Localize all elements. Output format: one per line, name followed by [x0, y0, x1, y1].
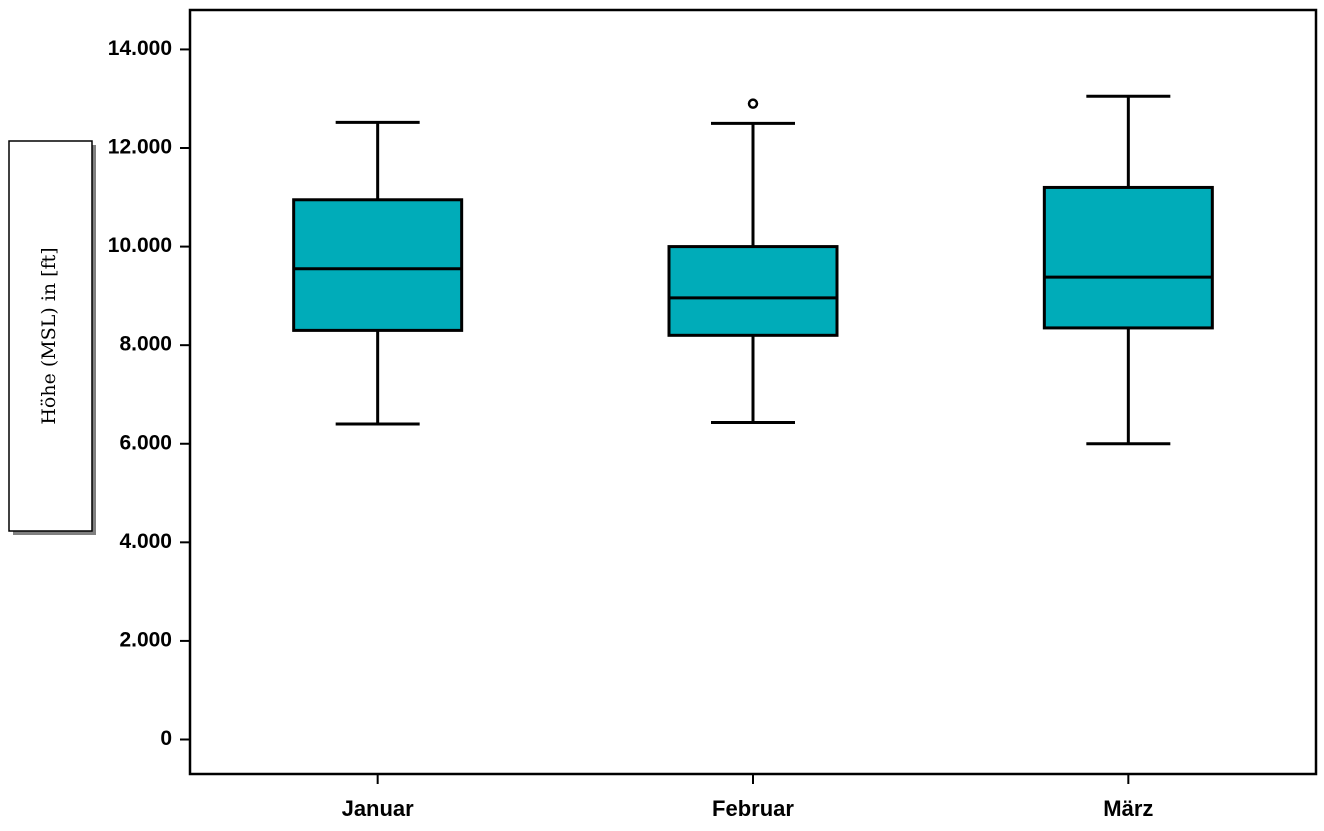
- x-category-label: Februar: [712, 796, 794, 821]
- box-märz: [1042, 94, 1214, 446]
- x-category-label: März: [1103, 796, 1153, 821]
- boxes: [292, 94, 1214, 446]
- y-axis-label-frame: [8, 140, 93, 532]
- y-axis-label-box: Höhe (MSL) in [ft]: [8, 140, 96, 535]
- y-tick-label: 4.000: [119, 530, 172, 553]
- y-tick-label: 10.000: [108, 234, 172, 257]
- y-tick-label: 14.000: [108, 37, 172, 60]
- outlier-point: [747, 98, 759, 109]
- iqr-box: [1042, 185, 1214, 330]
- x-axis: Januar Februar März: [342, 774, 1153, 821]
- y-tick-label: 0: [160, 727, 172, 750]
- iqr-box: [667, 245, 839, 337]
- y-tick-label: 8.000: [119, 333, 172, 356]
- iqr-box: [292, 198, 464, 332]
- y-tick-label: 6.000: [119, 431, 172, 454]
- y-axis-label: Höhe (MSL) in [ft]: [38, 247, 60, 424]
- box-februar: [667, 98, 839, 425]
- box-januar: [292, 120, 464, 426]
- y-tick-label: 12.000: [108, 136, 172, 159]
- y-tick-label: 2.000: [119, 628, 172, 651]
- y-axis: 0 2.000 4.000 6.000 8.000 10.000 12.000 14.000: [108, 37, 190, 750]
- x-category-label: Januar: [342, 796, 415, 821]
